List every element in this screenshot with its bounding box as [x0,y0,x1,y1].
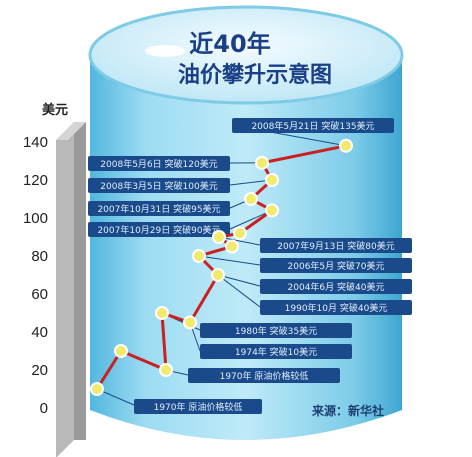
data-point [90,382,104,396]
data-point [244,192,258,206]
data-point [114,344,128,358]
callout-box [260,300,412,315]
callout-leader [229,179,273,186]
y-axis-bar [56,122,74,457]
callout-box [88,201,230,216]
callout-box [232,118,394,133]
callout-box [88,156,230,171]
y-tick-label: 120 [23,172,48,189]
cylinder-top [88,5,404,105]
callout-box [88,178,230,193]
source-credit: 来源：新华社 [311,403,384,418]
callout-box [200,344,352,359]
callout-label: 1974年 突破10美元 [235,346,317,358]
chart-title: 近40年 [189,30,270,58]
y-tick-label: 60 [31,286,48,303]
y-tick-label: 40 [31,324,48,341]
annotation-callouts: 2008年5月21日 突破135美元 2008年5月6日 突破120美元 2008年… [88,118,412,414]
callout-label: 2008年5月6日 突破120美元 [100,158,217,170]
callout-leader [198,255,261,266]
callout-label: 2004年6月 突破40美元 [288,281,385,293]
y-ticks: 0 20 40 60 80 100 120 140 [23,134,48,417]
data-point [211,268,225,282]
callout-box [260,279,412,294]
data-point [159,363,173,377]
data-point [233,226,247,241]
callout-label: 2006年5月 突破70美元 [288,260,385,272]
callout-label: 1970年 原油价格较低 [220,370,309,382]
callout-box [134,399,262,414]
plot-area [90,138,353,396]
callout-box [260,238,412,253]
callout-label: 1970年 原油价格较低 [154,401,243,413]
callout-leader [217,274,261,308]
y-tick-label: 140 [23,134,48,151]
callout-label: 2008年5月21日 突破135美元 [251,120,374,132]
callout-leader [229,209,273,230]
y-tick-label: 20 [31,362,48,379]
callout-label: 2007年9月13日 突破80美元 [277,240,394,252]
callout-box [88,222,230,237]
callout-label: 2007年10月29日 突破90美元 [97,224,220,236]
y-axis-unit-label: 美元 [42,102,68,118]
callout-label: 2007年10月31日 突破95美元 [97,203,220,215]
callout-box [260,258,412,273]
cylinder-highlight [145,45,185,57]
data-point [265,173,279,187]
chart-subtitle: 油价攀升示意图 [178,62,332,88]
callout-box [188,368,340,383]
y-tick-label: 80 [31,248,48,265]
y-tick-label: 0 [40,400,48,417]
callout-box [200,323,352,338]
callout-label: 1980年 突破35美元 [235,325,317,337]
data-point [212,230,226,244]
data-point [265,203,279,218]
data-point [339,138,353,153]
data-point [225,239,239,254]
data-point [183,315,197,330]
callout-leader [217,274,261,287]
data-point [155,306,169,320]
data-point [255,155,269,170]
y-tick-label: 100 [23,210,48,227]
y-axis-top [56,122,86,140]
data-point [192,249,206,263]
y-axis-face [74,122,86,440]
callout-label: 1990年10月 突破40美元 [285,302,388,314]
callout-label: 2008年3月5日 突破100美元 [100,180,217,192]
